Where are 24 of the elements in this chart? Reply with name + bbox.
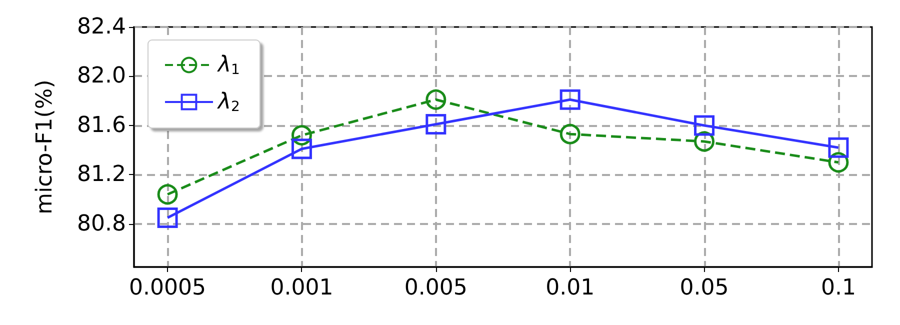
point	[426, 114, 446, 134]
y-tick-label: 82.4	[77, 14, 126, 40]
y-tick-label: 81.2	[77, 162, 126, 188]
point	[157, 184, 178, 205]
x-tick-label: 0.001	[270, 276, 334, 300]
point	[157, 208, 178, 228]
x-tick-label: 0.05	[680, 276, 729, 300]
point	[828, 137, 849, 158]
x-tick-label: 0.1	[820, 276, 856, 300]
legend-label: λ2	[217, 90, 240, 115]
legend-label: λ1	[217, 52, 240, 78]
point	[291, 125, 312, 146]
point	[291, 138, 312, 160]
y-axis-title: micro-F1(%)	[32, 80, 58, 214]
point	[426, 89, 446, 110]
y-tick-label: 80.8	[77, 211, 126, 236]
y-tick-label: 81.6	[77, 112, 126, 138]
y-tick-label: 82.0	[77, 64, 126, 89]
point	[694, 115, 715, 136]
point	[560, 89, 580, 110]
x-tick-label: 0.0005	[129, 276, 206, 300]
x-tick-label: 0.01	[546, 276, 595, 300]
x-tick-label: 0.005	[404, 276, 468, 300]
point	[560, 124, 580, 144]
